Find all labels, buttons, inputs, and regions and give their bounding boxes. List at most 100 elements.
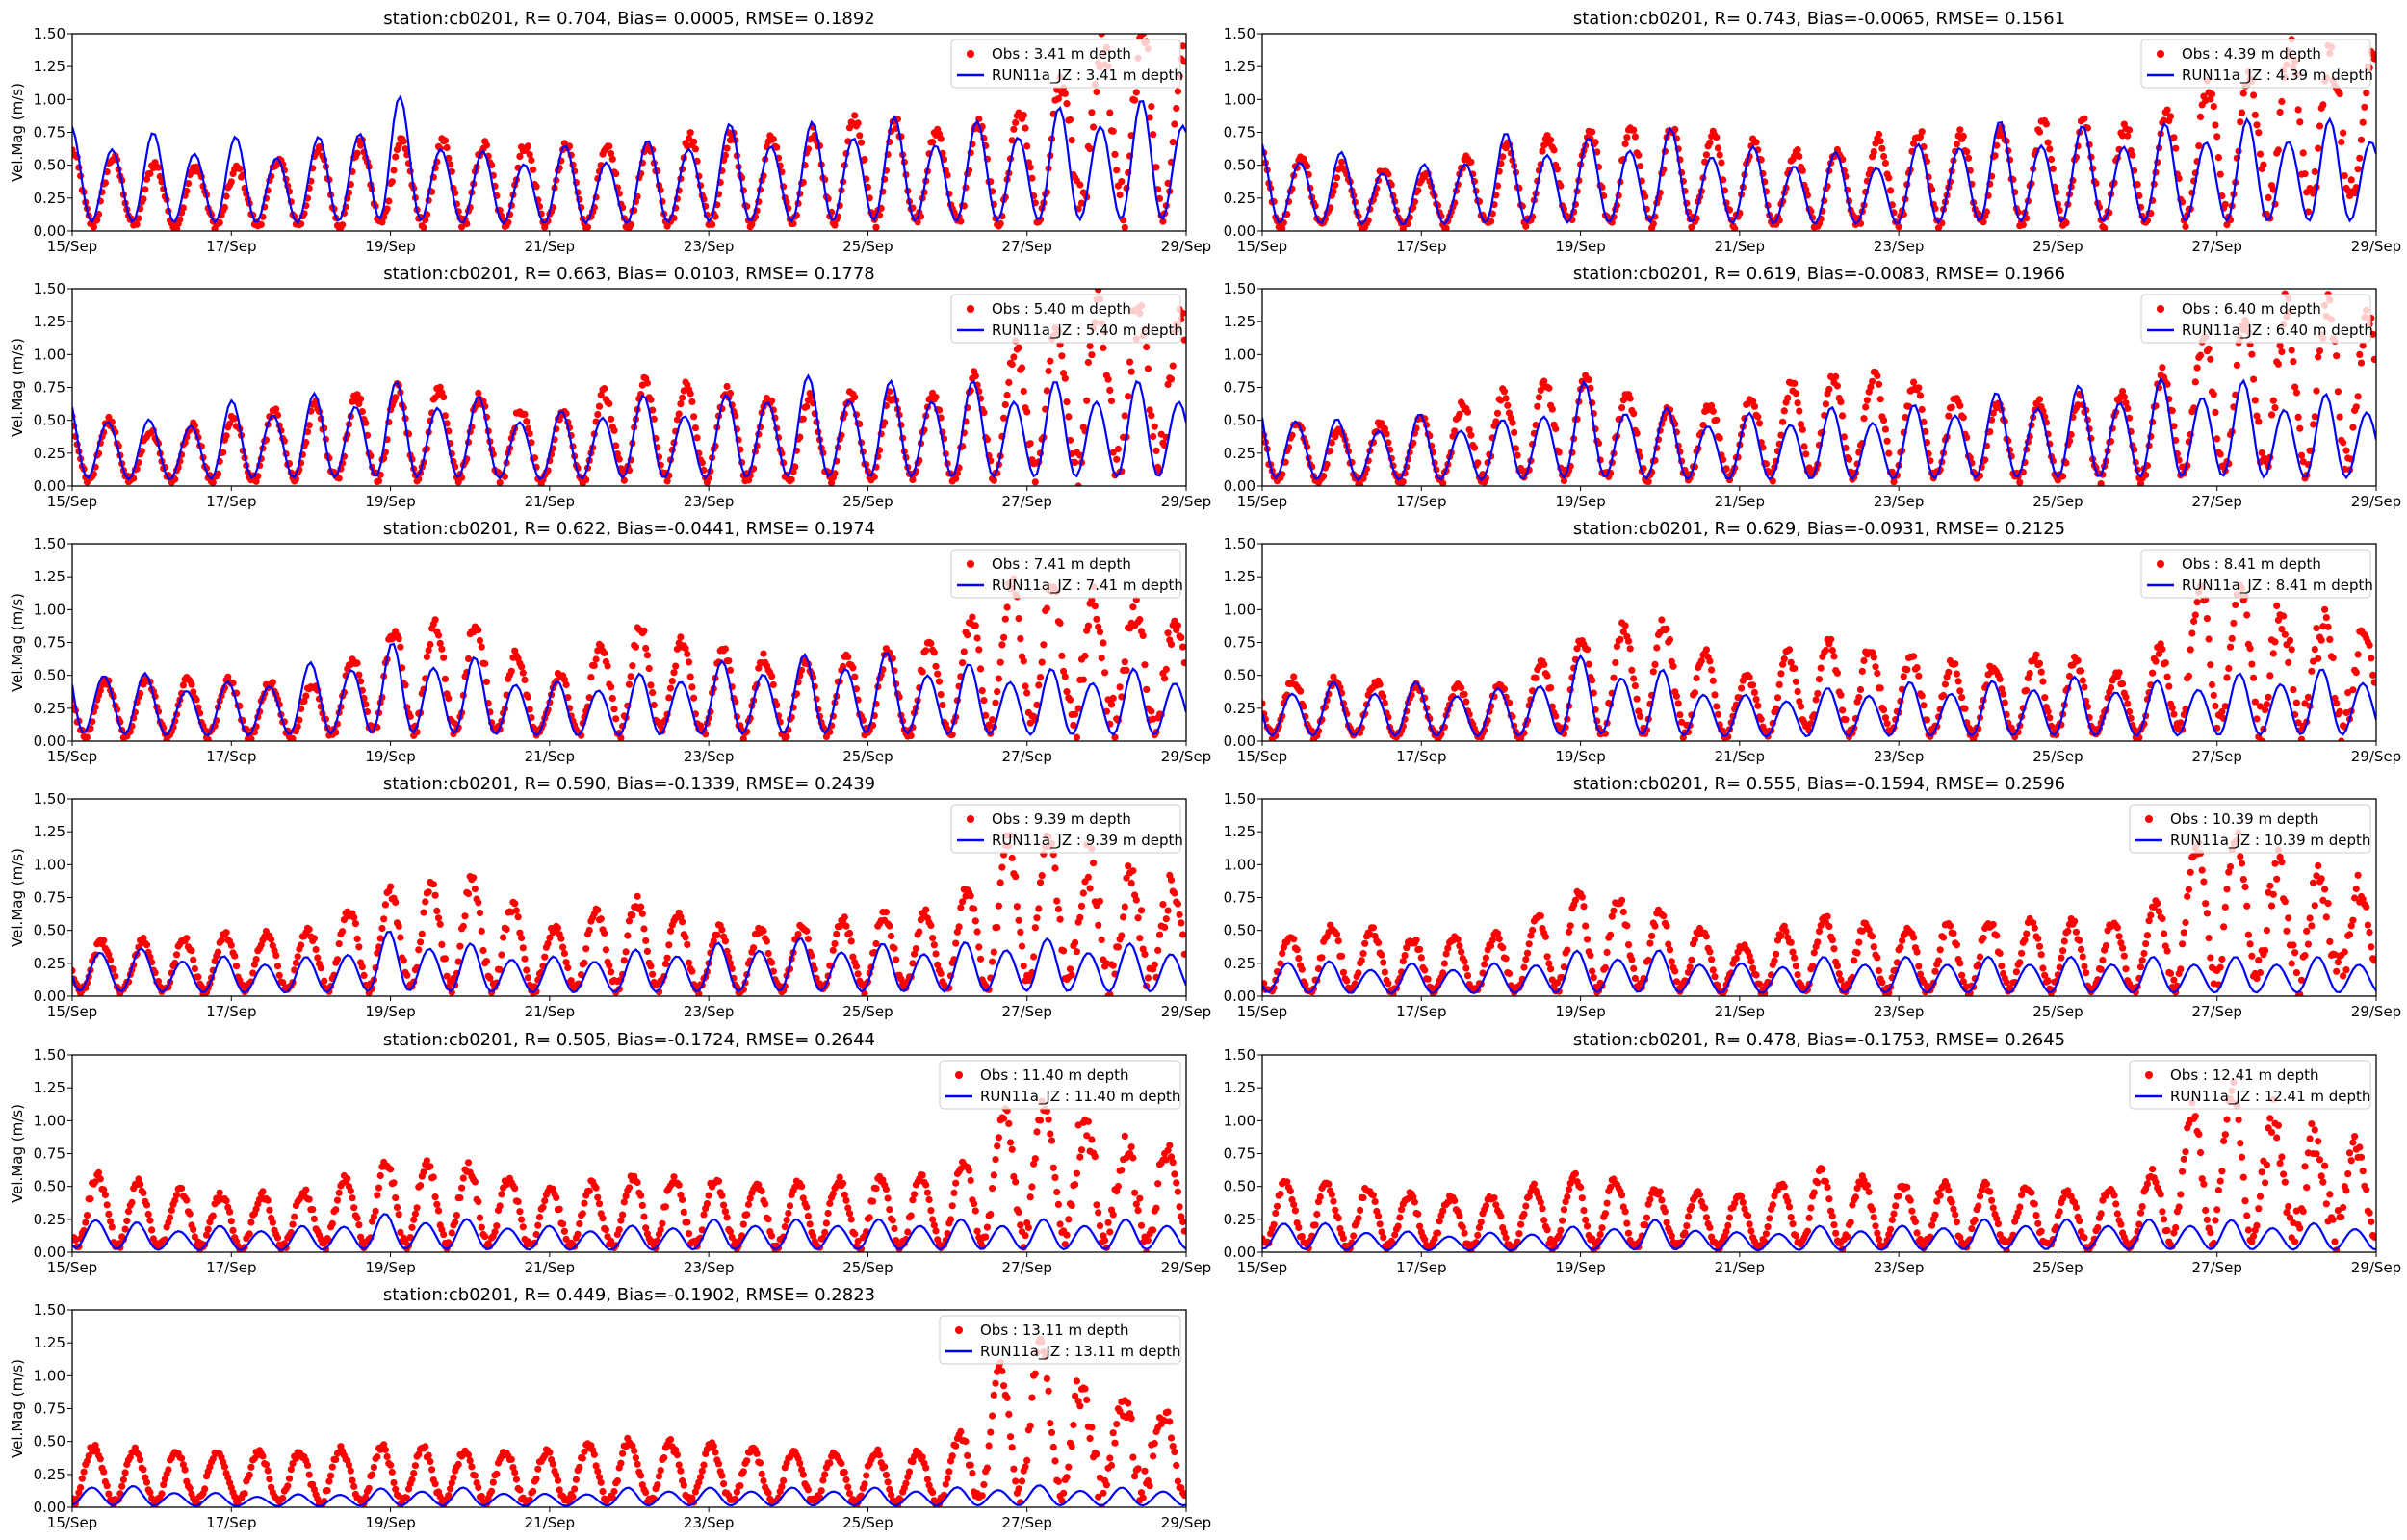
obs-point [376,935,384,942]
obs-point [335,940,343,948]
obs-point [811,965,818,973]
obs-point [695,990,703,996]
obs-point [294,723,301,731]
obs-point [2269,397,2277,404]
obs-point [677,633,685,641]
obs-point [222,432,230,440]
obs-point [663,477,671,485]
obs-point [1959,132,1967,140]
obs-point [417,938,425,946]
y-tick-label: 1.25 [34,823,65,840]
obs-point [2248,660,2256,668]
obs-point [1357,480,1364,486]
obs-point [191,964,198,973]
obs-point [1488,218,1495,225]
obs-point [718,926,726,934]
obs-point [1812,696,1820,704]
obs-point [2336,707,2343,716]
obs-point [927,921,935,930]
obs-point [400,138,407,145]
obs-point [1876,138,1884,145]
obs-point [686,129,694,137]
obs-point [1621,622,1629,629]
obs-point [1320,472,1328,480]
obs-point [1164,907,1172,914]
obs-point [1180,659,1186,667]
obs-point [2065,672,2074,680]
subplot-title: station:cb0201, R= 0.622, Bias=-0.0441, … [383,519,875,539]
legend-obs-marker [967,560,974,568]
obs-point [755,664,763,672]
obs-point [2243,611,2251,619]
x-tick-label: 17/Sep [206,1003,256,1020]
obs-point [1688,223,1695,231]
y-tick-label: 1.00 [34,346,65,363]
obs-point [339,221,347,229]
obs-point [2163,380,2171,388]
obs-point [1090,123,1098,131]
obs-point [194,973,202,981]
obs-point [1086,885,1094,892]
obs-point [1095,921,1102,929]
obs-point [682,934,689,941]
obs-point [1169,362,1177,370]
obs-point [479,946,487,955]
y-axis-label: Vel.Mag (m/s) [9,338,26,437]
x-tick-label: 15/Sep [1237,238,1287,255]
obs-point [232,962,241,970]
obs-point [1492,418,1500,425]
x-tick-label: 15/Sep [1237,748,1287,765]
obs-point [1461,690,1468,698]
obs-point [1537,386,1544,394]
obs-point [831,221,839,229]
model-line [72,930,1186,994]
obs-point [496,478,504,486]
obs-point [679,394,686,401]
obs-point [1143,343,1151,351]
obs-point [1074,705,1082,712]
y-tick-label: 1.25 [1224,568,1255,585]
obs-point [1839,706,1847,714]
obs-point [2265,193,2272,201]
obs-point [486,974,494,982]
obs-point [140,934,147,942]
legend-obs-marker [967,305,974,313]
x-tick-label: 19/Sep [1555,238,1605,255]
obs-point [1118,178,1126,186]
obs-point [524,974,532,982]
obs-point [294,953,301,961]
obs-point [634,892,641,900]
obs-point [1757,715,1765,723]
obs-point [1623,134,1631,141]
obs-point [1031,478,1039,486]
y-tick-label: 0.50 [1224,157,1255,174]
obs-point [661,960,670,968]
obs-point [2046,145,2054,153]
obs-point [1167,640,1176,649]
obs-point [1132,89,1140,96]
obs-point [1038,872,1046,880]
obs-point [686,390,694,398]
obs-point [524,424,532,432]
obs-point [640,925,648,933]
obs-point [629,911,636,919]
obs-point [1746,673,1753,681]
legend-model-label: RUN11a_JZ : 7.41 m depth [992,577,1183,595]
obs-point [1920,418,1928,425]
obs-point [1869,377,1876,385]
obs-point [831,470,839,477]
legend-obs-marker [2157,560,2164,568]
legend-obs-label: Obs : 5.40 m depth [992,300,1131,318]
obs-point [1131,96,1139,104]
obs-point [476,909,484,917]
x-tick-label: 17/Sep [1396,748,1446,765]
obs-point [594,906,602,914]
obs-point [2251,397,2259,404]
obs-point [1545,384,1553,392]
obs-point [1649,668,1657,676]
obs-point [1784,394,1792,401]
obs-point [482,958,490,965]
obs-point [882,909,891,916]
obs-point [1015,615,1022,623]
model-line [1262,653,2376,738]
